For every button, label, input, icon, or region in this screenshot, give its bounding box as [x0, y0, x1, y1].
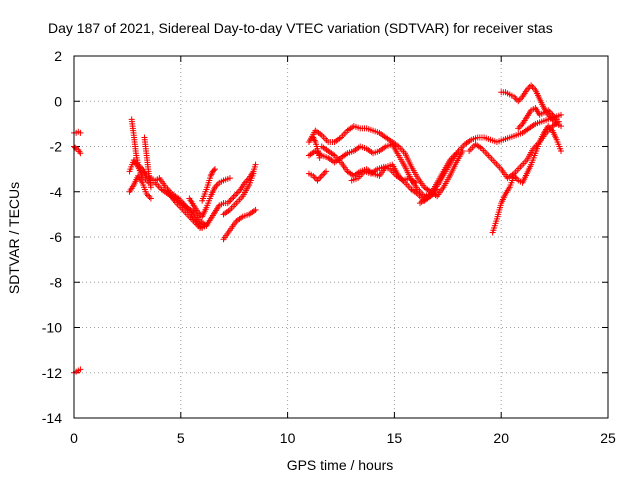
y-tick-label: -14: [42, 410, 62, 426]
data-point: [211, 166, 218, 173]
x-tick-label: 20: [493, 430, 509, 446]
y-axis-label: SDTVAR / TECUs: [6, 182, 22, 294]
series-arc-15: [305, 168, 330, 184]
y-tick-label: 0: [54, 93, 62, 109]
data-point: [226, 175, 233, 182]
chart-title: Day 187 of 2021, Sidereal Day-to-day VTE…: [48, 20, 553, 36]
y-tick-label: -12: [42, 365, 62, 381]
data-point: [77, 150, 84, 157]
x-tick-label: 5: [177, 430, 185, 446]
series-arc-21: [489, 123, 565, 236]
x-tick-label: 0: [70, 430, 78, 446]
y-axis-ticks: -14 -12 -10 -8 -6 -4 -2 0 2: [42, 48, 608, 426]
data-point: [250, 170, 257, 177]
data-point: [210, 167, 217, 174]
plot-border: [73, 55, 609, 419]
data-point: [316, 154, 323, 161]
y-tick-label: -8: [50, 274, 63, 290]
series-arc-8: [164, 161, 259, 231]
data-point: [147, 184, 154, 191]
x-tick-label: 10: [280, 430, 296, 446]
series-arc-9: [186, 175, 233, 220]
data-point: [558, 123, 565, 130]
y-tick-label: -4: [50, 184, 63, 200]
data-point: [252, 161, 259, 168]
y-tick-label: -6: [50, 229, 63, 245]
data-point: [77, 129, 84, 136]
data-point: [558, 111, 565, 118]
y-tick-label: -10: [42, 320, 62, 336]
data-point: [77, 366, 84, 373]
data-points: [71, 82, 565, 376]
x-axis-label: GPS time / hours: [287, 457, 394, 473]
series-arc-20: [466, 118, 562, 182]
y-tick-label: 2: [54, 48, 62, 64]
data-point: [412, 179, 419, 186]
y-tick-label: -2: [50, 139, 63, 155]
x-tick-label: 25: [600, 430, 616, 446]
data-point: [147, 195, 154, 202]
data-point: [553, 116, 560, 123]
series-arc-12: [220, 170, 257, 218]
series-arc-10: [199, 166, 218, 204]
series-arc-7: [141, 134, 154, 191]
data-point: [72, 144, 79, 151]
series-arc-6: [126, 172, 154, 202]
x-tick-label: 15: [387, 430, 403, 446]
data-point: [558, 148, 565, 155]
series-arc-23: [515, 105, 560, 132]
series-arc-16: [310, 134, 323, 161]
series-arc-18: [348, 163, 419, 186]
series-arc-11: [220, 206, 259, 243]
data-point: [323, 168, 330, 175]
data-point: [252, 206, 259, 213]
